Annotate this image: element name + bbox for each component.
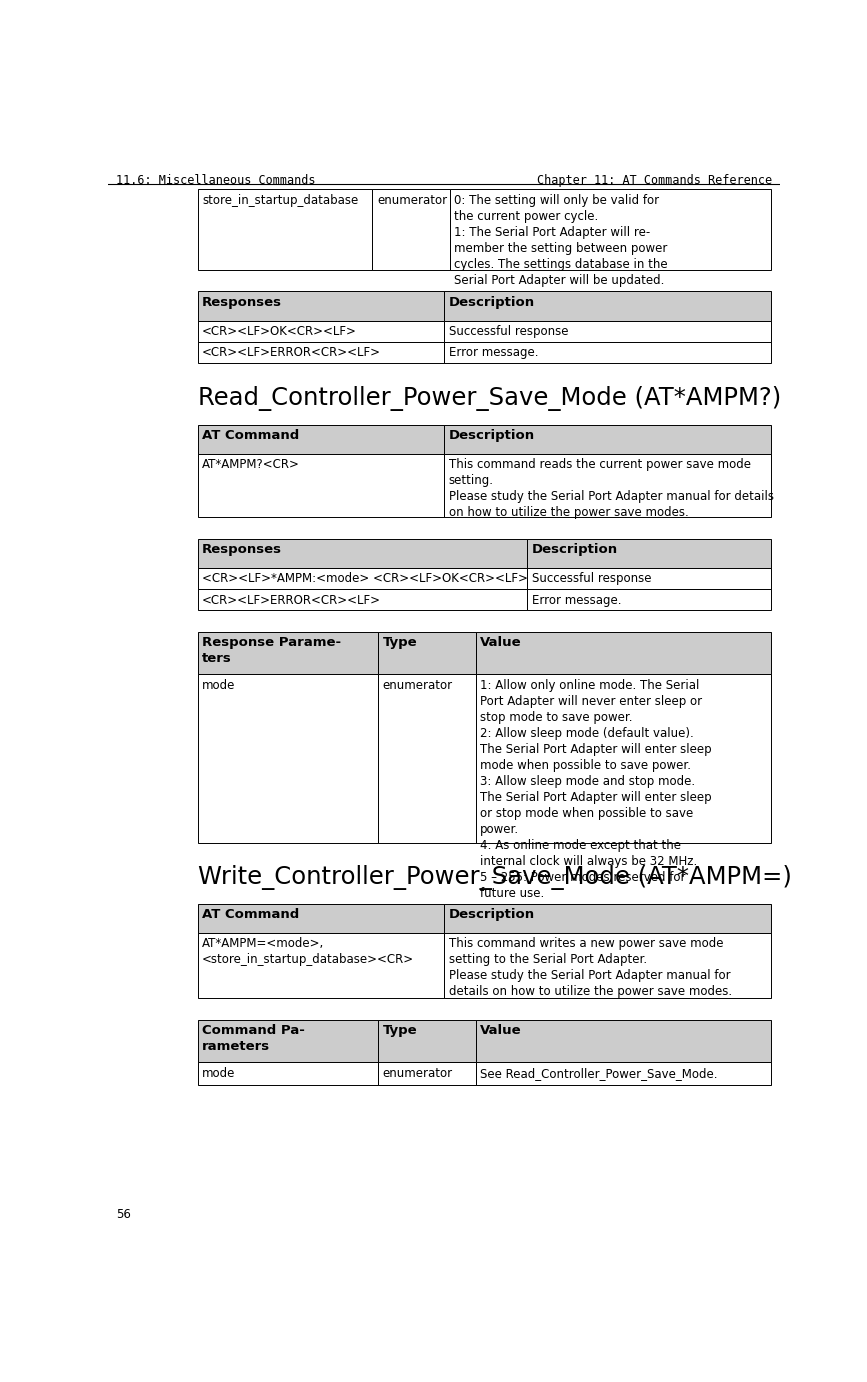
Text: <CR><LF>*AMPM:<mode> <CR><LF>OK<CR><LF>: <CR><LF>*AMPM:<mode> <CR><LF>OK<CR><LF> bbox=[202, 572, 528, 586]
Text: AT Command: AT Command bbox=[202, 430, 299, 442]
Bar bbox=[198, 589, 527, 609]
Text: enumerator: enumerator bbox=[377, 193, 447, 206]
Bar bbox=[476, 1063, 771, 1085]
Text: Error message.: Error message. bbox=[532, 594, 622, 607]
Bar bbox=[444, 341, 771, 363]
Bar bbox=[198, 933, 444, 998]
Text: <CR><LF>ERROR<CR><LF>: <CR><LF>ERROR<CR><LF> bbox=[202, 594, 381, 607]
Text: Description: Description bbox=[532, 543, 618, 556]
Text: Description: Description bbox=[449, 296, 535, 310]
Text: Successful response: Successful response bbox=[532, 572, 651, 586]
Bar bbox=[198, 321, 444, 341]
Bar bbox=[444, 453, 771, 517]
Bar bbox=[444, 933, 771, 998]
Text: AT Command: AT Command bbox=[202, 908, 299, 922]
Bar bbox=[198, 539, 527, 568]
Text: Chapter 11: AT Commands Reference: Chapter 11: AT Commands Reference bbox=[538, 174, 772, 187]
Bar bbox=[198, 674, 378, 843]
Bar bbox=[444, 321, 771, 341]
Bar bbox=[198, 1063, 378, 1085]
Text: enumerator: enumerator bbox=[383, 1067, 453, 1079]
Text: <CR><LF>OK<CR><LF>: <CR><LF>OK<CR><LF> bbox=[202, 325, 357, 339]
Bar bbox=[527, 568, 771, 589]
Text: Description: Description bbox=[449, 908, 535, 922]
Bar bbox=[378, 632, 476, 674]
Bar bbox=[198, 292, 444, 321]
Text: This command reads the current power save mode
setting.
Please study the Serial : This command reads the current power sav… bbox=[449, 459, 773, 520]
Bar bbox=[476, 1020, 771, 1063]
Text: mode: mode bbox=[202, 1067, 236, 1079]
Text: store_in_startup_database: store_in_startup_database bbox=[202, 193, 358, 206]
Text: Read_Controller_Power_Save_Mode (AT*AMPM?): Read_Controller_Power_Save_Mode (AT*AMPM… bbox=[198, 386, 781, 410]
Text: 1: Allow only online mode. The Serial
Port Adapter will never enter sleep or
sto: 1: Allow only online mode. The Serial Po… bbox=[480, 679, 712, 900]
Text: mode: mode bbox=[202, 679, 236, 691]
Text: AT*AMPM=<mode>,
<store_in_startup_database><CR>: AT*AMPM=<mode>, <store_in_startup_databa… bbox=[202, 937, 414, 966]
Text: Response Parame-
ters: Response Parame- ters bbox=[202, 636, 342, 665]
Bar bbox=[444, 904, 771, 933]
Bar bbox=[198, 424, 444, 453]
Bar bbox=[198, 1020, 378, 1063]
Bar bbox=[198, 568, 527, 589]
Bar bbox=[198, 189, 373, 269]
Text: Successful response: Successful response bbox=[449, 325, 568, 339]
Bar bbox=[527, 589, 771, 609]
Text: Type: Type bbox=[383, 636, 417, 650]
Text: Command Pa-
rameters: Command Pa- rameters bbox=[202, 1024, 305, 1053]
Bar bbox=[378, 1020, 476, 1063]
Bar bbox=[198, 904, 444, 933]
Bar bbox=[198, 453, 444, 517]
Bar bbox=[378, 1063, 476, 1085]
Text: Value: Value bbox=[480, 1024, 522, 1038]
Text: 0: The setting will only be valid for
the current power cycle.
1: The Serial Por: 0: The setting will only be valid for th… bbox=[454, 193, 668, 286]
Text: Error message.: Error message. bbox=[449, 347, 538, 359]
Bar bbox=[444, 424, 771, 453]
Bar bbox=[476, 674, 771, 843]
Bar bbox=[450, 189, 771, 269]
Text: 56: 56 bbox=[116, 1208, 131, 1220]
Text: See Read_Controller_Power_Save_Mode.: See Read_Controller_Power_Save_Mode. bbox=[480, 1067, 718, 1079]
Text: Responses: Responses bbox=[202, 543, 282, 556]
Text: Value: Value bbox=[480, 636, 522, 650]
Text: Type: Type bbox=[383, 1024, 417, 1038]
Bar bbox=[198, 341, 444, 363]
Bar bbox=[198, 632, 378, 674]
Bar bbox=[378, 674, 476, 843]
Bar bbox=[373, 189, 450, 269]
Text: Responses: Responses bbox=[202, 296, 282, 310]
Bar bbox=[444, 292, 771, 321]
Text: Description: Description bbox=[449, 430, 535, 442]
Text: Write_Controller_Power_Save_Mode (AT*AMPM=): Write_Controller_Power_Save_Mode (AT*AMP… bbox=[198, 865, 792, 890]
Text: This command writes a new power save mode
setting to the Serial Port Adapter.
Pl: This command writes a new power save mod… bbox=[449, 937, 732, 998]
Bar bbox=[527, 539, 771, 568]
Text: enumerator: enumerator bbox=[383, 679, 453, 691]
Text: <CR><LF>ERROR<CR><LF>: <CR><LF>ERROR<CR><LF> bbox=[202, 347, 381, 359]
Text: AT*AMPM?<CR>: AT*AMPM?<CR> bbox=[202, 459, 300, 471]
Text: 11.6: Miscellaneous Commands: 11.6: Miscellaneous Commands bbox=[116, 174, 316, 187]
Bar bbox=[476, 632, 771, 674]
